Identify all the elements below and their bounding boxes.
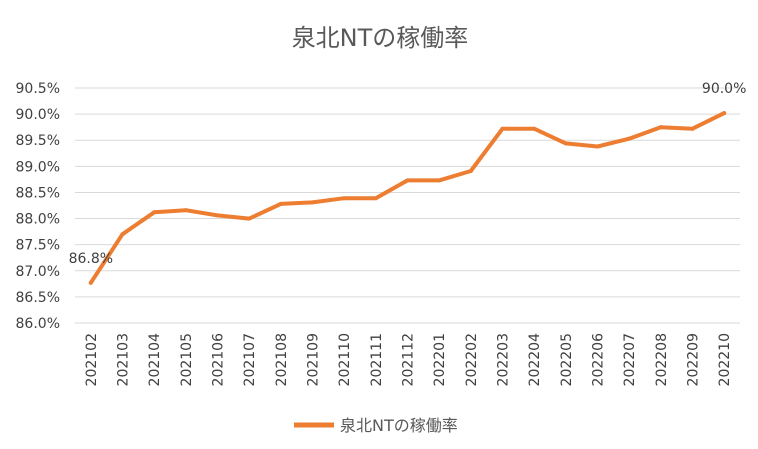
data-point: [373, 196, 378, 201]
data-point: [247, 216, 252, 221]
data-labels: 86.8% 90.0%: [69, 81, 747, 267]
series-layer: [88, 111, 727, 285]
y-tick-label: 89.5%: [16, 133, 60, 149]
x-tick-label: 202205: [559, 333, 575, 386]
data-point: [658, 125, 663, 130]
x-tick-label: 202102: [84, 333, 100, 386]
x-tick-label: 202209: [686, 333, 702, 386]
y-tick-label: 87.0%: [16, 264, 60, 280]
data-label: 90.0%: [702, 81, 746, 97]
data-point: [183, 208, 188, 213]
y-tick-label: 88.5%: [16, 185, 60, 201]
x-tick-label: 202207: [622, 333, 638, 386]
data-point: [722, 111, 727, 116]
y-tick-label: 86.0%: [16, 316, 60, 332]
x-tick-label: 202103: [116, 333, 132, 386]
x-tick-label: 202109: [306, 333, 322, 386]
data-point: [563, 141, 568, 146]
chart-title: 泉北NTの稼働率: [292, 24, 469, 52]
y-tick-label: 90.0%: [16, 107, 60, 123]
data-point: [690, 126, 695, 131]
x-tick-label: 202112: [401, 333, 417, 386]
data-point: [278, 201, 283, 206]
data-label: 86.8%: [69, 251, 113, 267]
x-tick-label: 202104: [147, 333, 163, 387]
data-point: [405, 178, 410, 183]
data-point: [310, 200, 315, 205]
x-tick-label: 202108: [274, 333, 290, 386]
data-point: [627, 136, 632, 141]
y-tick-label: 89.0%: [16, 159, 60, 175]
legend-label: 泉北NTの稼働率: [340, 416, 458, 435]
x-tick-label: 202107: [242, 333, 258, 386]
y-axis-ticks: 86.0% 86.5% 87.0% 87.5% 88.0% 88.5% 89.0% 89.5%…: [16, 81, 60, 332]
x-tick-label: 202105: [179, 333, 195, 386]
y-tick-label: 87.5%: [16, 238, 60, 254]
x-tick-label: 202111: [369, 333, 385, 386]
x-tick-label: 202210: [717, 333, 733, 386]
x-tick-label: 202201: [432, 333, 448, 386]
x-tick-label: 202203: [496, 333, 512, 386]
x-axis-ticks: 202102 202103 202104 202105 202106 202107 2021…: [84, 333, 733, 387]
x-tick-label: 202202: [464, 333, 480, 386]
data-point: [120, 232, 125, 237]
x-tick-label: 202208: [654, 333, 670, 386]
x-tick-label: 202106: [211, 333, 227, 387]
data-point: [152, 210, 157, 215]
data-point: [215, 213, 220, 218]
y-tick-label: 90.5%: [16, 81, 60, 97]
legend: 泉北NTの稼働率: [294, 416, 458, 435]
data-point: [88, 280, 93, 285]
data-point: [437, 178, 442, 183]
y-tick-label: 88.0%: [16, 212, 60, 228]
x-tick-label: 202206: [591, 333, 607, 387]
data-point: [500, 126, 505, 131]
x-tick-label: 202110: [337, 333, 353, 386]
data-point: [342, 196, 347, 201]
gridlines: [75, 87, 740, 324]
y-tick-label: 86.5%: [16, 290, 60, 306]
x-tick-label: 202204: [527, 333, 543, 387]
data-point: [595, 144, 600, 149]
data-point: [468, 169, 473, 174]
data-point: [532, 126, 537, 131]
